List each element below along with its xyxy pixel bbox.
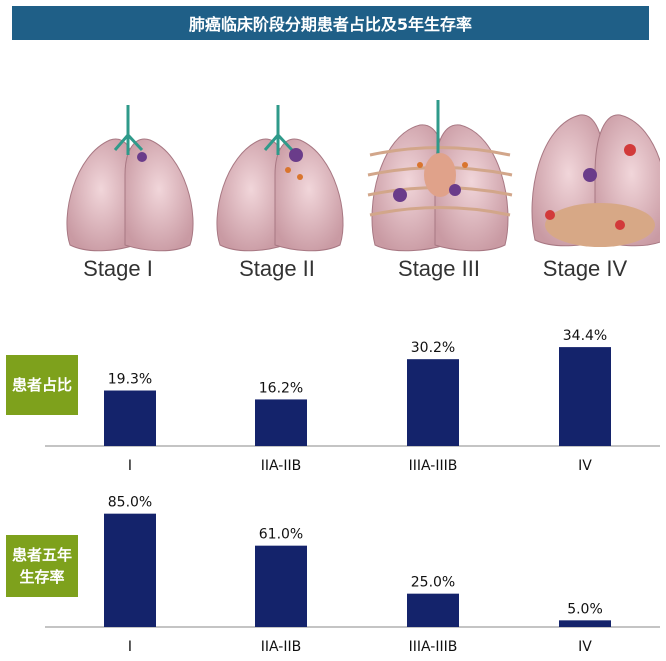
survival-side-label: 患者五年 生存率: [6, 535, 78, 597]
survival-side-label-line2: 生存率: [19, 568, 65, 586]
proportion-category-label-3: IIIA-IIIB: [409, 458, 458, 474]
stage-label-2: Stage II: [239, 256, 315, 281]
survival-bar-2: [255, 545, 307, 627]
proportion-bar-3: [407, 359, 459, 446]
survival-category-label-4: IV: [578, 639, 592, 655]
stage-label-4: Stage IV: [542, 256, 628, 281]
proportion-category-label-1: I: [128, 458, 132, 474]
survival-bar-1: [104, 513, 156, 627]
proportion-data-label-4: 34.4%: [563, 328, 607, 344]
stage-label-3: Stage III: [398, 256, 480, 281]
proportion-bar-2: [255, 399, 307, 446]
proportion-data-label-1: 19.3%: [108, 372, 152, 388]
proportion-data-label-3: 30.2%: [411, 340, 455, 356]
lung-stage-illustrations: [66, 100, 660, 252]
proportion-data-label-2: 16.2%: [259, 380, 303, 396]
survival-category-label-2: IIA-IIB: [261, 639, 301, 655]
lung-stage-4-image: [531, 114, 660, 247]
page-title: 肺癌临床阶段分期患者占比及5年生存率: [188, 15, 473, 34]
proportion-category-label-2: IIA-IIB: [261, 458, 301, 474]
patient-proportion-chart: 19.3% I 16.2% IIA-IIB 30.2% IIIA-IIIB 34.4% IV: [45, 328, 660, 474]
survival-side-label-line1: 患者五年: [11, 546, 72, 564]
stage-label-1: Stage I: [83, 256, 153, 281]
survival-data-label-3: 25.0%: [411, 575, 455, 591]
survival-data-label-4: 5.0%: [567, 601, 603, 617]
survival-category-label-1: I: [128, 639, 132, 655]
lung-stage-1-image: [66, 105, 194, 252]
lung-stage-2-image: [216, 105, 344, 252]
proportion-bar-4: [559, 347, 611, 446]
survival-bar-3: [407, 593, 459, 627]
proportion-category-label-4: IV: [578, 458, 592, 474]
survival-data-label-1: 85.0%: [108, 495, 152, 511]
five-year-survival-chart: 85.0% I 61.0% IIA-IIB 25.0% IIIA-IIIB 5.0% IV: [45, 495, 660, 655]
proportion-bar-1: [104, 390, 156, 446]
lung-stage-3-image: [367, 100, 513, 252]
survival-category-label-3: IIIA-IIIB: [409, 639, 458, 655]
survival-data-label-2: 61.0%: [259, 527, 303, 543]
proportion-side-label: 患者占比: [6, 355, 78, 415]
survival-bar-4: [559, 620, 611, 627]
title-banner: 肺癌临床阶段分期患者占比及5年生存率: [12, 6, 649, 40]
